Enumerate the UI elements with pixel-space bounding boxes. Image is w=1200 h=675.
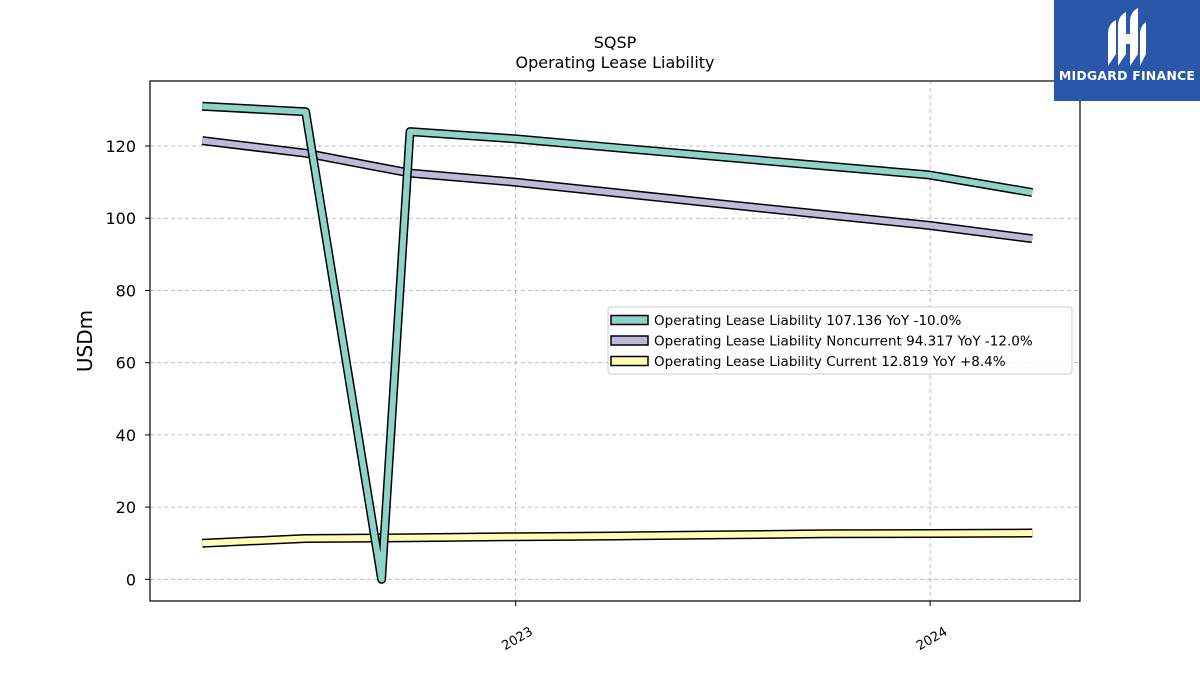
- plot-frame: [149, 80, 1081, 602]
- legend-swatch: [610, 314, 649, 326]
- series-layer: [201, 101, 1034, 584]
- y-tick-label: 20: [116, 498, 136, 517]
- legend-entry: Operating Lease Liability Noncurrent 94.…: [654, 334, 1033, 350]
- legend-swatch: [610, 335, 649, 346]
- series-line-fill: [202, 103, 1033, 583]
- chart-subtitle: Operating Lease Liability: [515, 53, 714, 72]
- series-line: [201, 101, 1034, 584]
- y-axis-label: USDm: [73, 310, 97, 372]
- legend-entry: Operating Lease Liability 107.136 YoY -1…: [654, 313, 962, 329]
- y-tick-label: 80: [116, 281, 136, 300]
- y-tick-label: 100: [105, 209, 136, 228]
- midgard-logo-icon: [1108, 8, 1146, 66]
- y-tick-label: 120: [105, 137, 136, 156]
- y-tick-label: 0: [126, 570, 136, 589]
- midgard-finance-logo: MIDGARD FINANCE: [1054, 0, 1200, 101]
- logo-text: MIDGARD FINANCE: [1058, 68, 1196, 83]
- legend-box: [607, 306, 1073, 375]
- y-axis: 0 20 40 60 80 100 120: [105, 137, 150, 589]
- series-line-fill: [201, 137, 1033, 242]
- legend: Operating Lease Liability 107.136 YoY -1…: [607, 306, 1073, 375]
- x-axis: 2023 2024: [499, 601, 950, 654]
- series-line: [201, 528, 1033, 548]
- x-tick-label: 2023: [499, 624, 535, 654]
- y-tick-label: 60: [116, 354, 136, 373]
- chart-title: SQSP: [594, 33, 637, 52]
- legend-swatch: [610, 355, 649, 367]
- x-tick-label: 2024: [914, 624, 950, 654]
- y-tick-label: 40: [116, 426, 136, 445]
- legend-entry: Operating Lease Liability Current 12.819…: [654, 354, 1006, 370]
